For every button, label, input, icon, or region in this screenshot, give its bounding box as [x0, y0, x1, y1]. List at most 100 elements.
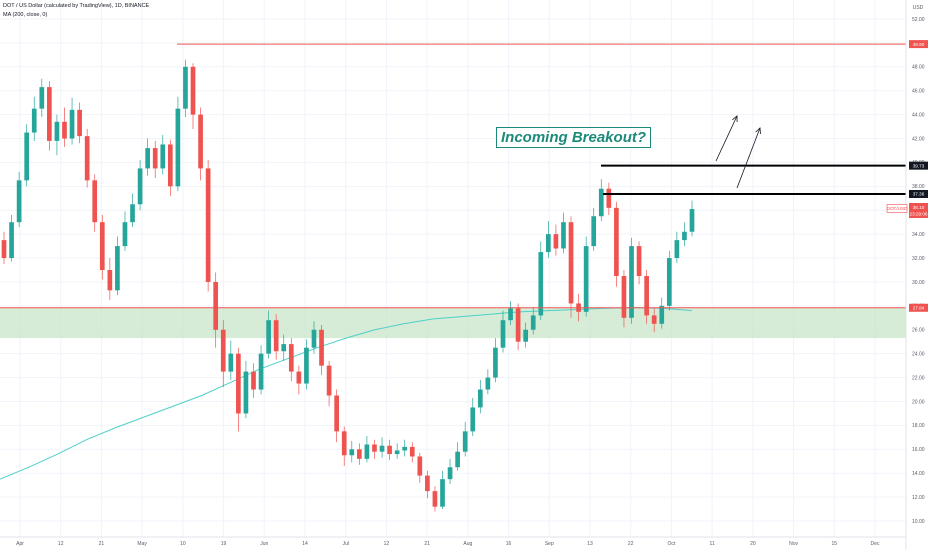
price-tick-label: 52.00 — [912, 17, 925, 23]
price-tick-label: 46.00 — [912, 89, 925, 95]
candle-body — [629, 246, 634, 318]
candle-body — [258, 353, 264, 390]
price-axis-background — [906, 0, 932, 550]
price-tick-label: 18.00 — [912, 423, 925, 429]
candle-body — [493, 347, 498, 378]
symbol-tag: DOT/USD — [887, 206, 908, 211]
candle-body — [546, 234, 551, 253]
annotation-label[interactable]: Incoming Breakout? — [496, 127, 652, 148]
candle-body — [92, 180, 98, 223]
price-label-resistance-high: 39.73 — [913, 163, 925, 168]
price-tick-label: 30.00 — [912, 280, 925, 286]
candle-body — [614, 207, 619, 276]
time-tick-label: 20 — [750, 541, 756, 547]
price-tick-label: 22.00 — [912, 375, 925, 381]
candle-body — [409, 446, 415, 457]
candle-body — [167, 144, 173, 187]
candle-body — [523, 329, 529, 342]
time-tick-label: Sep — [545, 541, 554, 547]
candle-body — [477, 389, 483, 408]
time-tick-label: Oct — [668, 541, 676, 547]
price-tick-label: 14.00 — [912, 471, 925, 477]
candle-body — [606, 188, 612, 208]
candle-body — [115, 246, 120, 291]
candle-body — [266, 320, 271, 354]
candle-body — [553, 234, 559, 249]
candle-body — [273, 320, 279, 352]
time-tick-label: 15 — [832, 541, 838, 547]
candle-body — [145, 148, 150, 169]
candle-body — [379, 445, 385, 452]
price-axis-labels: 49.90 39.73 37.36 27.84 DOT/USD 36.10 23:29:06 — [887, 40, 928, 312]
price-axis[interactable]: USD52.0050.0048.0046.0044.0042.0040.0038… — [905, 0, 932, 550]
candle-body — [636, 246, 642, 276]
candle-body — [394, 450, 400, 455]
candle-body — [402, 446, 408, 451]
candle-body — [538, 252, 544, 316]
price-tick-label: 20.00 — [912, 399, 925, 405]
candle-body — [568, 222, 574, 304]
candle-body — [644, 275, 649, 316]
support-zone — [0, 307, 906, 339]
price-tick-label: 10.00 — [912, 519, 925, 525]
time-tick-label: Dec — [871, 541, 880, 547]
candle-body — [417, 456, 423, 476]
candle-body — [364, 444, 370, 459]
candle-body — [288, 344, 294, 372]
candle-body — [175, 108, 181, 187]
price-label-top-red: 49.90 — [913, 42, 925, 47]
time-tick-label: 16 — [506, 541, 512, 547]
price-tick-label: 16.00 — [912, 447, 925, 453]
candle-body — [561, 222, 566, 249]
candle-body — [326, 365, 332, 396]
arrow-icon — [736, 127, 761, 189]
candle-body — [62, 121, 67, 139]
time-tick-label: 21 — [424, 541, 430, 547]
candle-body — [228, 353, 234, 372]
chart-title: DOT / US Dollar (calculated by TradingVi… — [3, 3, 150, 9]
candle-body — [99, 222, 105, 270]
candle-body — [432, 491, 438, 507]
time-tick-label: 21 — [99, 541, 105, 547]
candles — [1, 59, 695, 512]
symbol-tag-bg — [886, 204, 908, 213]
price-tick-label: 38.00 — [912, 184, 925, 190]
price-tick-label: 12.00 — [912, 495, 925, 501]
candle-body — [16, 180, 22, 223]
candle-body — [183, 66, 188, 109]
candle-body — [659, 305, 665, 324]
candle-body — [160, 144, 166, 169]
price-tick-label: 42.00 — [912, 136, 925, 142]
price-label-resistance-high-bg — [909, 161, 928, 170]
candle-body — [137, 168, 143, 205]
time-tick-label: May — [137, 541, 147, 547]
candle-body — [470, 407, 476, 432]
candle-body — [251, 371, 256, 390]
candle-body — [220, 329, 226, 372]
candle-body — [84, 136, 90, 181]
candle-body — [349, 449, 355, 456]
candle-body — [530, 315, 536, 330]
candle-body — [508, 308, 513, 321]
time-tick-label: 19 — [221, 541, 227, 547]
arrow-icon — [715, 115, 738, 162]
candle-body — [213, 281, 219, 330]
projection-arrows — [715, 115, 761, 189]
horizontal-levels[interactable] — [0, 43, 906, 309]
price-label-support-bg — [909, 303, 928, 312]
candle-body — [372, 444, 377, 452]
candle-body — [319, 329, 324, 366]
candle-body — [674, 240, 680, 259]
time-axis[interactable]: Apr 12 21 May 10 19 Jun 14 Jul 12 21 Aug 16 Sep 13 22 Oc… — [0, 536, 906, 547]
candle-body — [122, 222, 128, 247]
candle-body — [24, 132, 30, 181]
candle-body — [651, 315, 657, 324]
candle-body — [621, 275, 627, 318]
time-tick-label: Nov — [789, 541, 798, 547]
candle-body — [304, 347, 309, 384]
candle-body — [583, 246, 589, 312]
candle-body — [236, 353, 241, 414]
